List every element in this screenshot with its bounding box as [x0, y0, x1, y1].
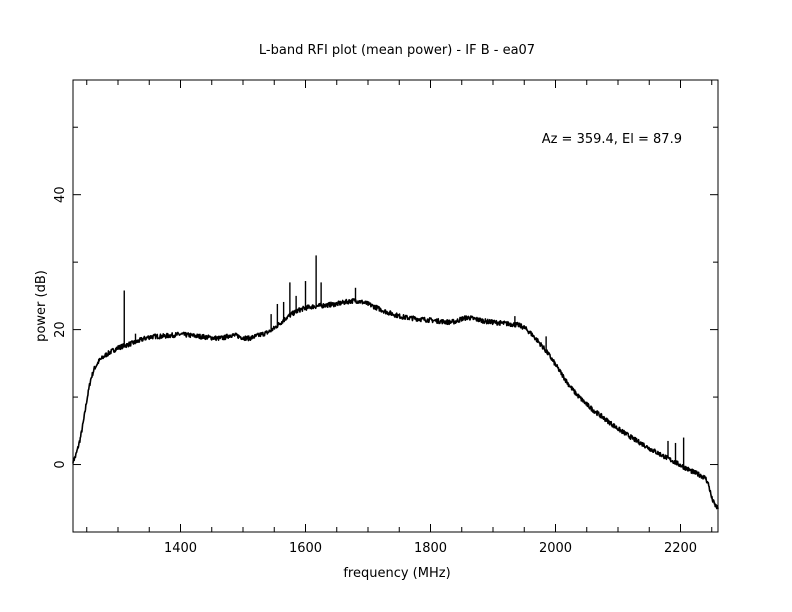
y-tick-label: 0	[53, 460, 68, 468]
y-tick-label: 20	[53, 321, 68, 338]
y-tick-label: 40	[53, 186, 68, 203]
x-tick-label: 1600	[289, 541, 322, 556]
series-layer	[72, 255, 719, 510]
spectrum-line	[72, 298, 719, 510]
x-tick-label: 1800	[414, 541, 447, 556]
y-axis-label: power (dB)	[34, 270, 49, 342]
plot-frame	[72, 79, 719, 533]
axis-ticks	[73, 80, 718, 533]
az-el-annotation: Az = 359.4, El = 87.9	[542, 132, 682, 147]
x-tick-label: 2000	[539, 541, 572, 556]
chart-title: L-band RFI plot (mean power) - IF B - ea…	[259, 43, 535, 58]
x-tick-label: 2200	[664, 541, 697, 556]
x-tick-label: 1400	[164, 541, 197, 556]
axis-tick-labels: 1400 1600 1800 2000 2200 0 20 40	[53, 186, 697, 556]
x-axis-label: frequency (MHz)	[343, 566, 450, 581]
